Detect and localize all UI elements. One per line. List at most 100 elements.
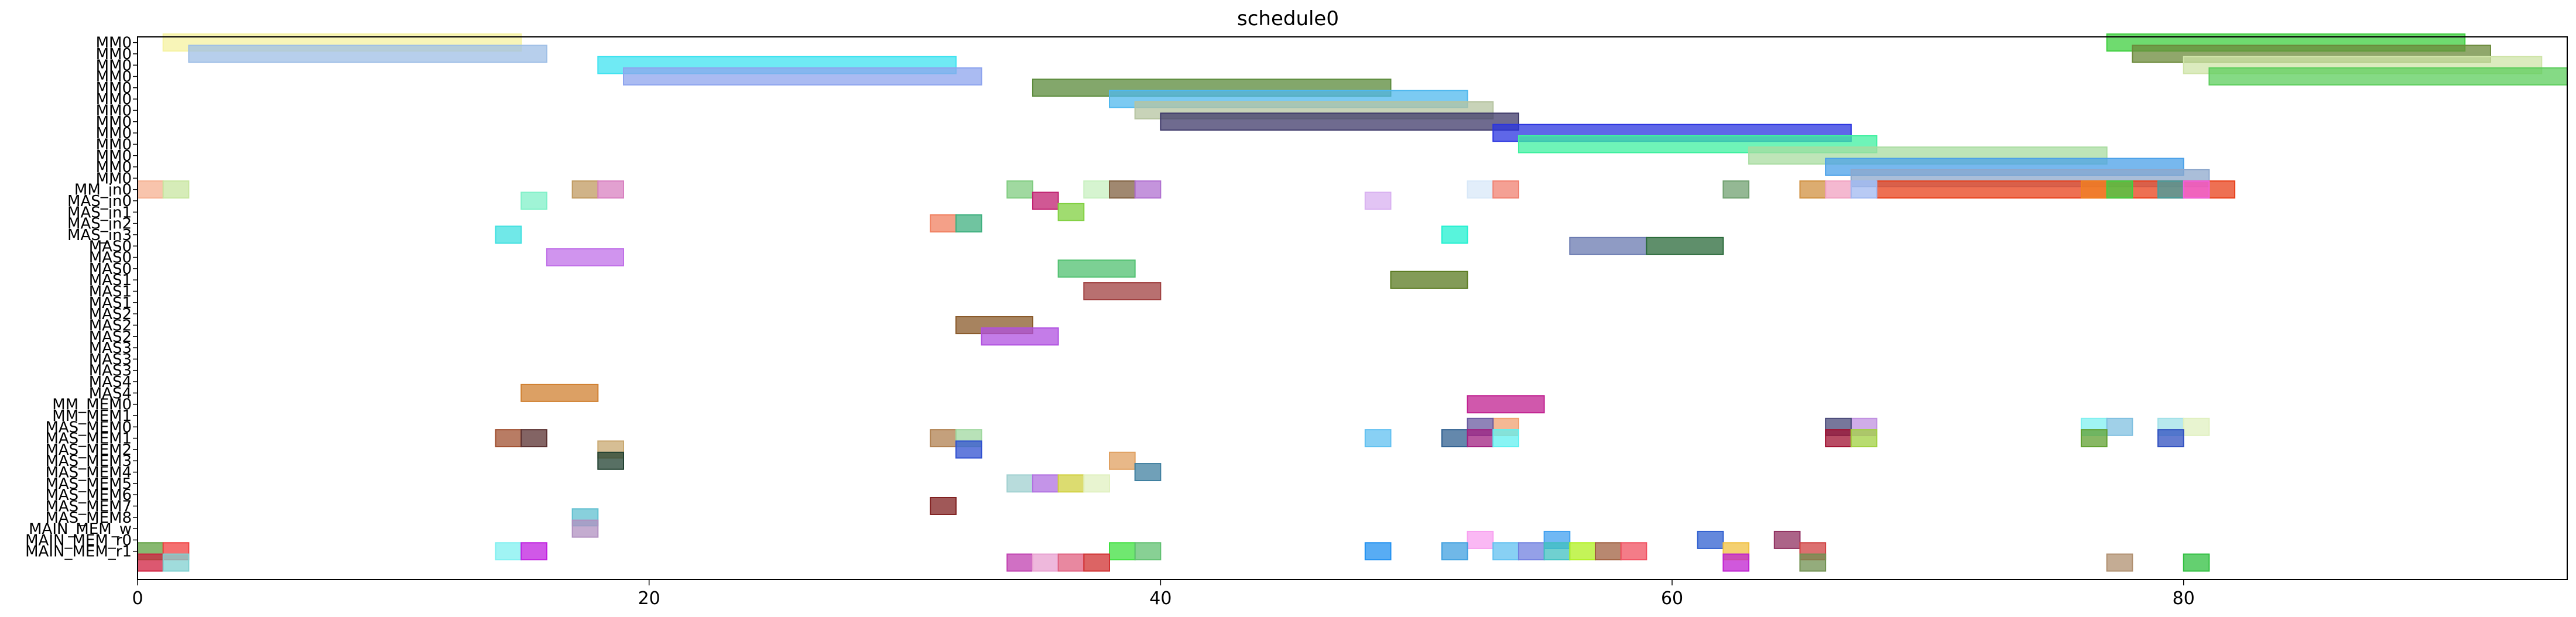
schedule-bar (1825, 180, 1852, 199)
schedule-bar (1083, 282, 1162, 301)
schedule-bar (1006, 553, 1033, 572)
schedule-bar (1492, 180, 1519, 199)
schedule-bar (495, 429, 522, 448)
schedule-bar (495, 225, 522, 244)
y-tick-label: MM0 (96, 114, 132, 131)
y-tick-label: MAS_MEM0 (45, 419, 132, 436)
schedule-bar (1390, 270, 1468, 289)
y-tick-label: MM0 (96, 159, 132, 176)
schedule-bar (1722, 553, 1750, 572)
schedule-bar (1057, 553, 1085, 572)
y-tick-label: MAIN_MEM_r1 (25, 543, 132, 561)
schedule-bar (1441, 225, 1468, 244)
schedule-bar (1083, 553, 1111, 572)
schedule-bar (2157, 429, 2184, 448)
schedule-bar (2106, 553, 2133, 572)
y-tick-label: MAS2 (89, 306, 132, 323)
schedule-bar (1620, 542, 1647, 561)
x-tick-label: 60 (1661, 588, 1683, 609)
y-tick-label: MAS_MEM1 (45, 430, 132, 448)
y-tick-label: MAS_in1 (67, 204, 132, 221)
schedule-bar (1799, 180, 1827, 199)
y-tick-label: MM0 (96, 68, 132, 86)
y-tick-label: MM0 (96, 80, 132, 97)
schedule-bar (1773, 530, 1801, 549)
y-tick-label: MAS_in3 (67, 227, 132, 244)
y-tick-label: MM_MEM1 (52, 407, 132, 425)
schedule-bar (162, 180, 190, 199)
y-tick-label: MM0 (96, 148, 132, 165)
y-tick-label: MM_in0 (74, 181, 132, 199)
y-tick-label: MAS_MEM6 (45, 486, 132, 504)
schedule-bar (981, 327, 1059, 346)
schedule-bar (1467, 395, 1545, 414)
y-tick-label: MAS4 (89, 373, 132, 391)
schedule-bar (1467, 429, 1494, 448)
schedule-bar (1083, 180, 1111, 199)
chart-title: schedule0 (1236, 7, 1339, 30)
schedule-bar (1467, 180, 1494, 199)
schedule-bar (2081, 429, 2108, 448)
y-tick-label: MM0 (96, 125, 132, 142)
schedule-bar (162, 553, 190, 572)
y-tick-label: MAS_MEM3 (45, 453, 132, 470)
y-tick-label: MAS3 (89, 362, 132, 380)
schedule-bar (520, 191, 547, 210)
schedule-bar (520, 383, 599, 402)
y-tick-label: MM0 (96, 136, 132, 153)
schedule-bar (1083, 474, 1111, 493)
y-tick-label: MAS_in0 (67, 193, 132, 210)
y-tick-label: MAS_MEM8 (45, 509, 132, 527)
x-tick-label: 0 (132, 588, 143, 609)
schedule-bar (1850, 429, 1878, 448)
schedule-bar (1364, 542, 1392, 561)
plot-frame (137, 36, 2568, 580)
schedule-bar (1032, 191, 1059, 210)
schedule-bar (2183, 417, 2210, 436)
schedule-bar (930, 214, 957, 233)
y-tick-label: MAS_MEM4 (45, 464, 132, 482)
y-tick-label: MAS0 (89, 249, 132, 267)
schedule-bar (2183, 180, 2210, 199)
schedule-bar (1441, 542, 1468, 561)
y-tick-label: MAS1 (89, 283, 132, 301)
schedule-bar (2157, 180, 2184, 199)
schedule-bar (546, 248, 625, 267)
y-tick-label: MAIN_MEM_w (29, 520, 132, 538)
y-tick-label: MM_MEM0 (52, 396, 132, 414)
y-tick-label: MAS_in2 (67, 215, 132, 233)
y-tick-label: MAS4 (89, 385, 132, 402)
schedule-bar (571, 519, 599, 538)
schedule-bar (1364, 191, 1392, 210)
schedule-bar (1467, 530, 1494, 549)
schedule-bar (1032, 553, 1059, 572)
schedule-bar (1850, 180, 1878, 199)
schedule-bar (1569, 542, 1596, 561)
schedule-bar (188, 44, 547, 63)
x-tick-label: 40 (1149, 588, 1171, 609)
schedule-bar (1109, 542, 1136, 561)
schedule-bar (1492, 542, 1519, 561)
schedule-bar (1543, 542, 1571, 561)
schedule-bar (1134, 542, 1162, 561)
schedule-bar (1646, 236, 1724, 255)
schedule-bar (2106, 180, 2133, 199)
y-tick-label: MAS2 (89, 317, 132, 334)
y-tick-label: MM0 (96, 102, 132, 120)
schedule-bar (1134, 180, 1162, 199)
schedule-bar (2106, 417, 2133, 436)
schedule-bar (930, 496, 957, 515)
y-tick-label: MAS_MEM7 (45, 498, 132, 515)
schedule-bar (1441, 429, 1468, 448)
schedule-bar (1697, 530, 1724, 549)
y-tick-label: MM0 (96, 91, 132, 108)
y-tick-label: MAS_MEM2 (45, 441, 132, 459)
schedule-bar (137, 180, 164, 199)
schedule-bar (1057, 259, 1136, 278)
y-tick-label: MAS3 (89, 351, 132, 368)
y-tick-label: MAS0 (89, 260, 132, 278)
schedule-bar (1517, 542, 1545, 561)
schedule-bar (495, 542, 522, 561)
schedule-bar (955, 214, 982, 233)
